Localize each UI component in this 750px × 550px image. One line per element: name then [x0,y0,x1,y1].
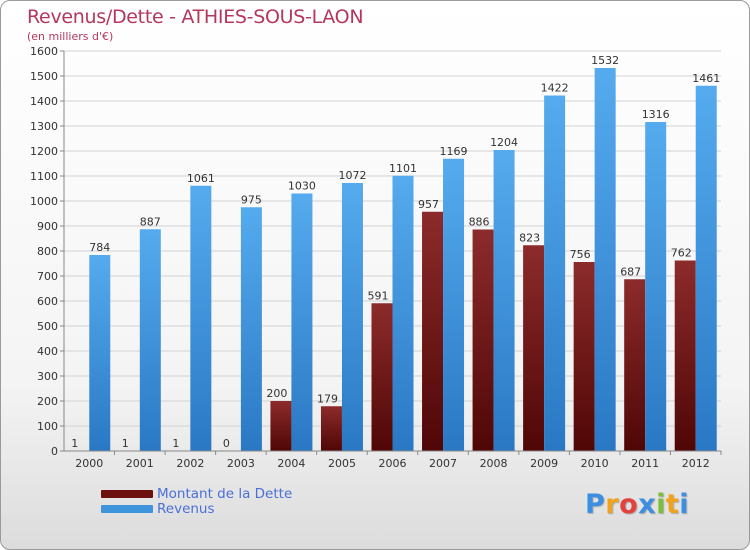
bar-debt [422,211,444,451]
y-tick-label: 800 [37,245,58,258]
x-tick-label: 2006 [379,457,407,470]
data-label-revenus: 1072 [338,169,366,182]
y-tick-label: 600 [37,295,58,308]
y-tick-label: 300 [37,370,58,383]
data-label-debt: 591 [368,289,389,302]
logo-letter: x [638,489,657,520]
x-tick-label: 2007 [429,457,457,470]
data-label-revenus: 1422 [541,82,569,95]
y-axis-ticks: 0 100 200 300 400 500 600 700 800 900 1000 1100 1200… [30,45,65,458]
bar-revenus [493,150,515,451]
y-tick-label: 1400 [30,95,58,108]
legend-swatch-debt [101,490,153,498]
bar-debt [523,245,545,451]
x-tick-label: 2003 [227,457,255,470]
data-label-debt: 200 [266,387,287,400]
logo-letter: i [679,489,690,520]
y-tick-label: 1600 [30,45,58,58]
x-tick-label: 2011 [631,457,659,470]
data-label-debt: 1 [71,437,78,450]
x-tick-label: 2001 [126,457,154,470]
data-label-debt: 957 [418,198,439,211]
bar-revenus [341,183,363,451]
legend-swatch-revenus [101,505,153,513]
x-tick-label: 2000 [75,457,103,470]
x-axis-ticks: 2000 2001 2002 2003 2004 2005 2006 2007 2008 2009… [64,450,722,470]
bars [68,68,717,451]
data-label-revenus: 1204 [490,136,518,149]
x-tick-label: 2010 [581,457,609,470]
bar-debt [472,229,494,451]
logo-letter: i [656,489,666,520]
y-tick-label: 1300 [30,120,58,133]
bar-debt [371,303,393,451]
x-tick-label: 2005 [328,457,356,470]
data-label-debt: 1 [122,437,129,450]
logo-letter: P [585,489,606,520]
y-tick-label: 700 [37,270,58,283]
bar-revenus [139,229,161,451]
bar-debt [320,406,342,451]
y-tick-label: 1100 [30,170,58,183]
legend-label-debt: Montant de la Dette [157,486,293,502]
data-label-debt: 0 [223,437,230,450]
bar-revenus [645,122,667,451]
y-tick-label: 100 [37,420,58,433]
bar-revenus [594,68,616,451]
proxiti-logo: Proxiti [585,489,689,520]
data-label-revenus: 784 [89,241,110,254]
bar-debt [573,262,595,451]
data-label-revenus: 1030 [288,180,316,193]
y-tick-label: 400 [37,345,58,358]
data-label-revenus: 1061 [187,172,215,185]
x-tick-label: 2012 [682,457,710,470]
bar-revenus [240,207,262,451]
bar-revenus [392,175,414,451]
bar-debt [270,401,292,451]
data-label-debt: 1 [172,437,179,450]
y-tick-label: 500 [37,320,58,333]
bar-revenus [695,85,717,451]
data-labels: 1 784 1 887 1 1061 0 975 200 1030 179 1072 591 1101 95… [71,54,720,450]
bar-revenus [291,193,313,451]
legend-label-revenus: Revenus [157,501,215,517]
logo-letter: t [665,489,680,520]
logo-letter: o [619,489,639,520]
chart-subtitle: (en milliers d'€) [27,30,114,43]
logo-letter: r [605,489,620,520]
data-label-debt: 886 [469,216,490,229]
y-tick-label: 1200 [30,145,58,158]
data-label-debt: 756 [570,248,591,261]
y-tick-label: 1500 [30,70,58,83]
bar-revenus [190,185,212,451]
data-label-revenus: 1532 [591,54,619,67]
data-label-debt: 762 [671,247,692,260]
x-tick-label: 2009 [530,457,558,470]
y-tick-label: 900 [37,220,58,233]
data-label-revenus: 887 [140,215,161,228]
y-tick-label: 200 [37,395,58,408]
data-label-revenus: 1169 [440,145,468,158]
bar-debt [674,260,696,451]
data-label-revenus: 975 [241,193,262,206]
data-label-debt: 179 [317,392,338,405]
data-label-revenus: 1101 [389,162,417,175]
x-tick-label: 2004 [277,457,305,470]
data-label-revenus: 1316 [642,108,670,121]
x-tick-label: 2002 [176,457,204,470]
bar-revenus [544,95,566,451]
bar-debt [624,279,646,451]
y-tick-label: 1000 [30,195,58,208]
bar-revenus [89,255,111,451]
chart-title: Revenus/Dette - ATHIES-SOUS-LAON [27,6,364,28]
bar-revenus [443,158,465,451]
data-label-revenus: 1461 [692,72,720,85]
data-label-debt: 687 [620,265,641,278]
x-tick-label: 2008 [480,457,508,470]
y-tick-label: 0 [51,445,58,458]
data-label-debt: 823 [519,231,540,244]
